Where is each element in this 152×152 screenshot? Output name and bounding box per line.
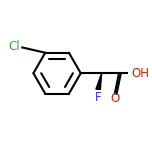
Text: F: F [95, 91, 101, 104]
Polygon shape [96, 73, 102, 89]
Text: Cl: Cl [9, 40, 20, 53]
Text: OH: OH [131, 67, 150, 80]
Text: O: O [110, 92, 119, 105]
